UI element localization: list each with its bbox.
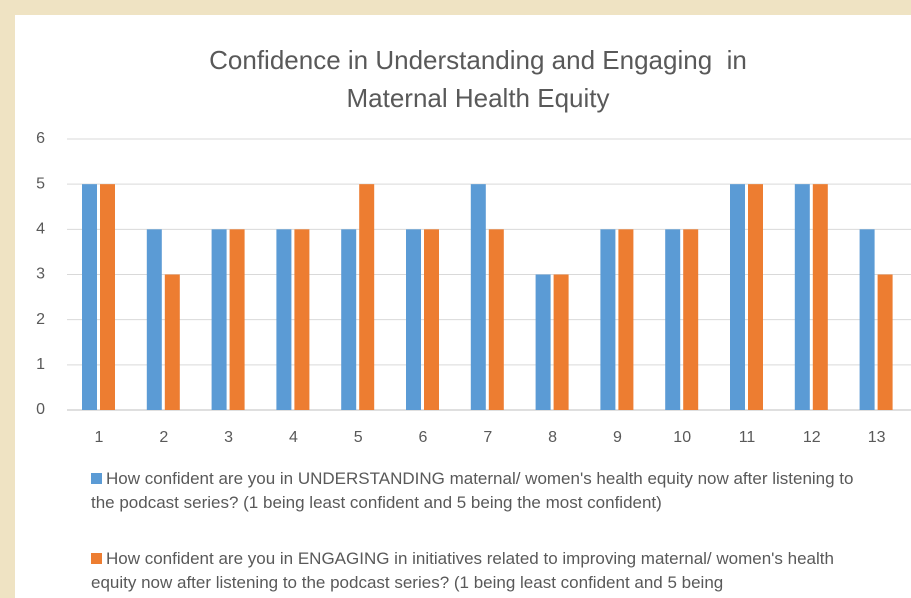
y-tick-label: 6 — [36, 130, 45, 147]
chart-panel: Confidence in Understanding and Engaging… — [15, 15, 911, 598]
bar — [748, 184, 763, 410]
bar — [164, 274, 180, 410]
bar — [146, 229, 162, 410]
bar — [730, 184, 745, 410]
bar — [812, 184, 828, 410]
y-tick-label: 4 — [36, 221, 45, 238]
chart-title: Confidence in Understanding and Engaging… — [209, 45, 755, 113]
bar — [294, 229, 310, 410]
y-tick-label: 1 — [36, 356, 45, 373]
bar — [683, 229, 699, 410]
legend-label: How confident are you in ENGAGING in ini… — [91, 549, 834, 592]
legend-item: How confident are you in ENGAGING in ini… — [91, 547, 881, 595]
bar — [553, 274, 569, 410]
x-tick-label: 1 — [95, 429, 104, 446]
bar — [488, 229, 504, 410]
bar — [877, 274, 893, 410]
x-tick-label: 9 — [613, 429, 622, 446]
x-tick-label: 13 — [868, 429, 886, 446]
legend-label: How confident are you in UNDERSTANDING m… — [91, 469, 854, 512]
bar — [859, 229, 875, 410]
x-tick-label: 6 — [419, 429, 428, 446]
x-tick-label: 8 — [548, 429, 557, 446]
bar — [424, 229, 439, 410]
x-tick-label: 7 — [483, 429, 492, 446]
legend-swatch — [91, 553, 102, 564]
legend-swatch — [91, 473, 102, 484]
bar — [82, 184, 97, 410]
y-tick-label: 0 — [36, 401, 45, 418]
x-tick-label: 2 — [159, 429, 168, 446]
bar — [341, 229, 357, 410]
x-tick-label: 3 — [224, 429, 233, 446]
x-tick-label: 5 — [354, 429, 363, 446]
y-tick-label: 2 — [36, 311, 45, 328]
bar — [100, 184, 115, 410]
x-tick-label: 10 — [673, 429, 691, 446]
bar — [665, 229, 681, 410]
y-tick-label: 3 — [36, 266, 45, 283]
bar — [618, 229, 634, 410]
bar — [211, 229, 227, 410]
x-tick-label: 4 — [289, 429, 298, 446]
bar — [470, 184, 486, 410]
bar — [794, 184, 810, 410]
bar — [600, 229, 616, 410]
bar — [535, 274, 551, 410]
legend-item: How confident are you in UNDERSTANDING m… — [91, 467, 881, 515]
bar — [229, 229, 245, 410]
bar — [359, 184, 375, 410]
bar — [276, 229, 292, 410]
y-tick-label: 5 — [36, 175, 45, 192]
x-tick-label: 12 — [803, 429, 821, 446]
x-tick-label: 11 — [739, 429, 756, 446]
bar — [406, 229, 421, 410]
